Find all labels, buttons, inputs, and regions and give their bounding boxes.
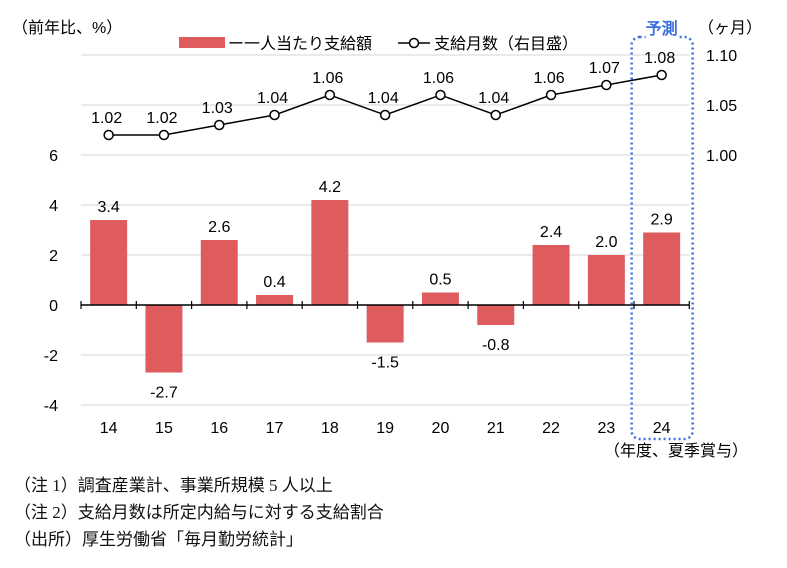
bar-data-label: 0.4: [263, 274, 285, 291]
left-axis-label: （前年比、%）: [12, 19, 122, 37]
bar-data-label: 2.4: [540, 224, 562, 241]
forecast-label: 予測: [646, 19, 678, 38]
bar-17: [256, 295, 294, 305]
left-tick-label: 0: [49, 298, 58, 315]
left-tick-label: -4: [44, 398, 58, 415]
line-point-20: [435, 89, 446, 101]
line-point-17: [269, 109, 280, 121]
x-tick-label: 18: [321, 420, 339, 437]
x-tick-label: 14: [100, 420, 118, 437]
bar-15: [145, 305, 183, 373]
bar-18: [311, 200, 349, 305]
bar-data-label: 4.2: [319, 179, 341, 196]
line-data-label: 1.07: [589, 60, 620, 77]
x-tick-label: 19: [376, 420, 394, 437]
line-data-label: 1.02: [146, 110, 177, 127]
x-tick-label: 17: [266, 420, 284, 437]
line-point-18: [324, 89, 336, 101]
line-point-19: [379, 109, 391, 121]
left-tick-label: -2: [44, 348, 58, 365]
line-point-21: [490, 109, 501, 121]
bar-data-label: -1.5: [371, 355, 399, 372]
note-source: （出所）厚生労働省「毎月勤労統計」: [14, 530, 303, 549]
forecast-box: [630, 35, 694, 441]
bar-24: [643, 232, 681, 305]
right-axis-label: （ヶ月）: [698, 19, 762, 37]
line-point-23: [601, 79, 612, 91]
bar-22: [532, 245, 570, 305]
line-point-22: [545, 89, 557, 101]
forecast-label-bg: [645, 20, 678, 40]
line-data-label: 1.06: [533, 70, 564, 87]
x-tick-label: 15: [155, 420, 173, 437]
bar-19: [366, 305, 404, 343]
legend-bar-label: ー一人当たり支給額: [228, 35, 372, 53]
bar-data-label: 2.9: [651, 212, 673, 229]
x-tick-label: 20: [432, 420, 450, 437]
line-data-label: 1.03: [202, 100, 233, 117]
note-1: （注 1）調査産業計、事業所規模 5 人以上: [14, 476, 333, 495]
bar-14: [90, 220, 128, 305]
legend-bar-swatch: [179, 37, 225, 48]
line-point-24: [656, 69, 667, 81]
line-data-label: 1.06: [312, 70, 343, 87]
x-tick-label: 22: [542, 420, 560, 437]
footnotes: （注 1）調査産業計、事業所規模 5 人以上 （注 2）支給月数は所定内給与に対…: [14, 472, 384, 553]
line-data-label: 1.04: [478, 90, 509, 107]
bar-21: [477, 305, 515, 325]
left-tick-label: 2: [49, 248, 58, 265]
line-data-label: 1.06: [423, 70, 454, 87]
bar-20: [421, 292, 459, 305]
line-point-16: [214, 119, 225, 131]
line-data-label: 1.02: [91, 110, 122, 127]
left-tick-label: 4: [49, 198, 58, 215]
right-tick-label: 1.10: [706, 48, 737, 65]
legend-line-label: 支給月数（右目盛）: [434, 35, 578, 53]
bar-data-label: -0.8: [482, 337, 510, 354]
line-point-14: [103, 129, 114, 141]
bar-data-label: 3.4: [98, 199, 120, 216]
x-tick-label: 21: [487, 420, 505, 437]
bar-data-label: -2.7: [150, 385, 178, 402]
legend-line-marker: [408, 37, 420, 49]
bar-data-label: 2.6: [208, 219, 230, 236]
right-tick-label: 1.00: [706, 148, 737, 165]
line-data-label: 1.08: [644, 50, 675, 67]
x-tick-label: 23: [597, 420, 615, 437]
left-tick-label: 6: [49, 148, 58, 165]
x-tick-label: 24: [653, 420, 671, 437]
x-axis-label: （年度、夏季賞与）: [604, 442, 748, 460]
line-data-label: 1.04: [257, 90, 288, 107]
line-data-label: 1.04: [368, 90, 399, 107]
line-point-15: [158, 129, 170, 141]
right-tick-label: 1.05: [706, 98, 737, 115]
bar-23: [587, 255, 625, 305]
bar-data-label: 0.5: [429, 272, 451, 289]
note-2: （注 2）支給月数は所定内給与に対する支給割合: [14, 503, 384, 522]
x-tick-label: 16: [210, 420, 228, 437]
bar-data-label: 2.0: [595, 234, 617, 251]
bar-16: [200, 240, 238, 305]
